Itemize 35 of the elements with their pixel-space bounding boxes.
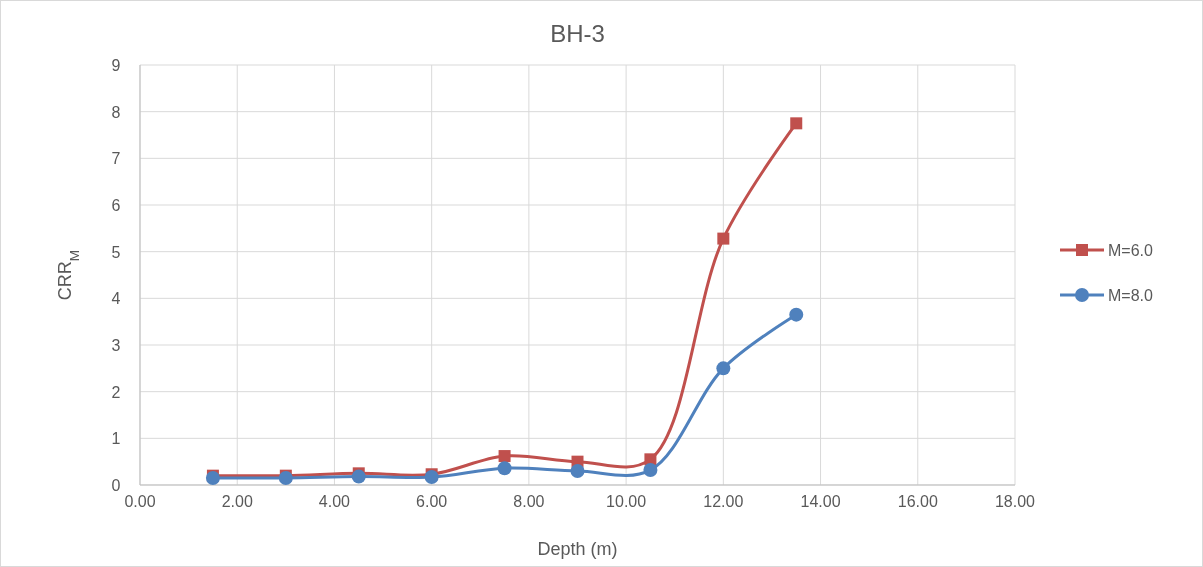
legend-label: M=8.0 [1108, 287, 1154, 304]
x-tick-label: 10.00 [606, 493, 647, 510]
x-tick-label: 18.00 [994, 493, 1036, 510]
y-tick-label: 6 [111, 197, 121, 214]
point [789, 307, 804, 322]
y-tick-label: 7 [111, 150, 121, 168]
point [497, 461, 512, 476]
point [717, 232, 730, 245]
x-tick-label: 8.00 [513, 493, 545, 510]
point [716, 361, 731, 376]
x-tick-label: 4.00 [318, 493, 351, 510]
x-axis-title: Depth (m) [537, 539, 618, 559]
point [643, 463, 658, 478]
x-tick-label: 16.00 [897, 493, 938, 510]
y-tick-label: 2 [111, 383, 121, 401]
point [570, 464, 585, 478]
point [424, 470, 439, 485]
y-tick-label: 1 [111, 430, 121, 448]
x-tick-label: 2.00 [221, 493, 253, 510]
y-tick-label: 5 [111, 243, 121, 261]
x-tick-label: 12.00 [703, 493, 744, 510]
y-tick-label: 3 [111, 337, 121, 354]
y-tick-label: 9 [111, 57, 121, 74]
y-tick-label: 0 [111, 477, 121, 494]
chart-title: BH-3 [550, 20, 605, 47]
point [351, 469, 366, 484]
point [644, 453, 657, 466]
y-tick-label: 8 [111, 103, 121, 121]
x-tick-label: 0.00 [124, 493, 156, 510]
point [790, 117, 803, 130]
y-tick-label: 4 [111, 290, 121, 308]
x-tick-label: 14.00 [800, 493, 841, 510]
x-tick-label: 6.00 [416, 493, 448, 510]
legend-label: M=6.0 [1108, 242, 1154, 259]
point [498, 450, 511, 463]
